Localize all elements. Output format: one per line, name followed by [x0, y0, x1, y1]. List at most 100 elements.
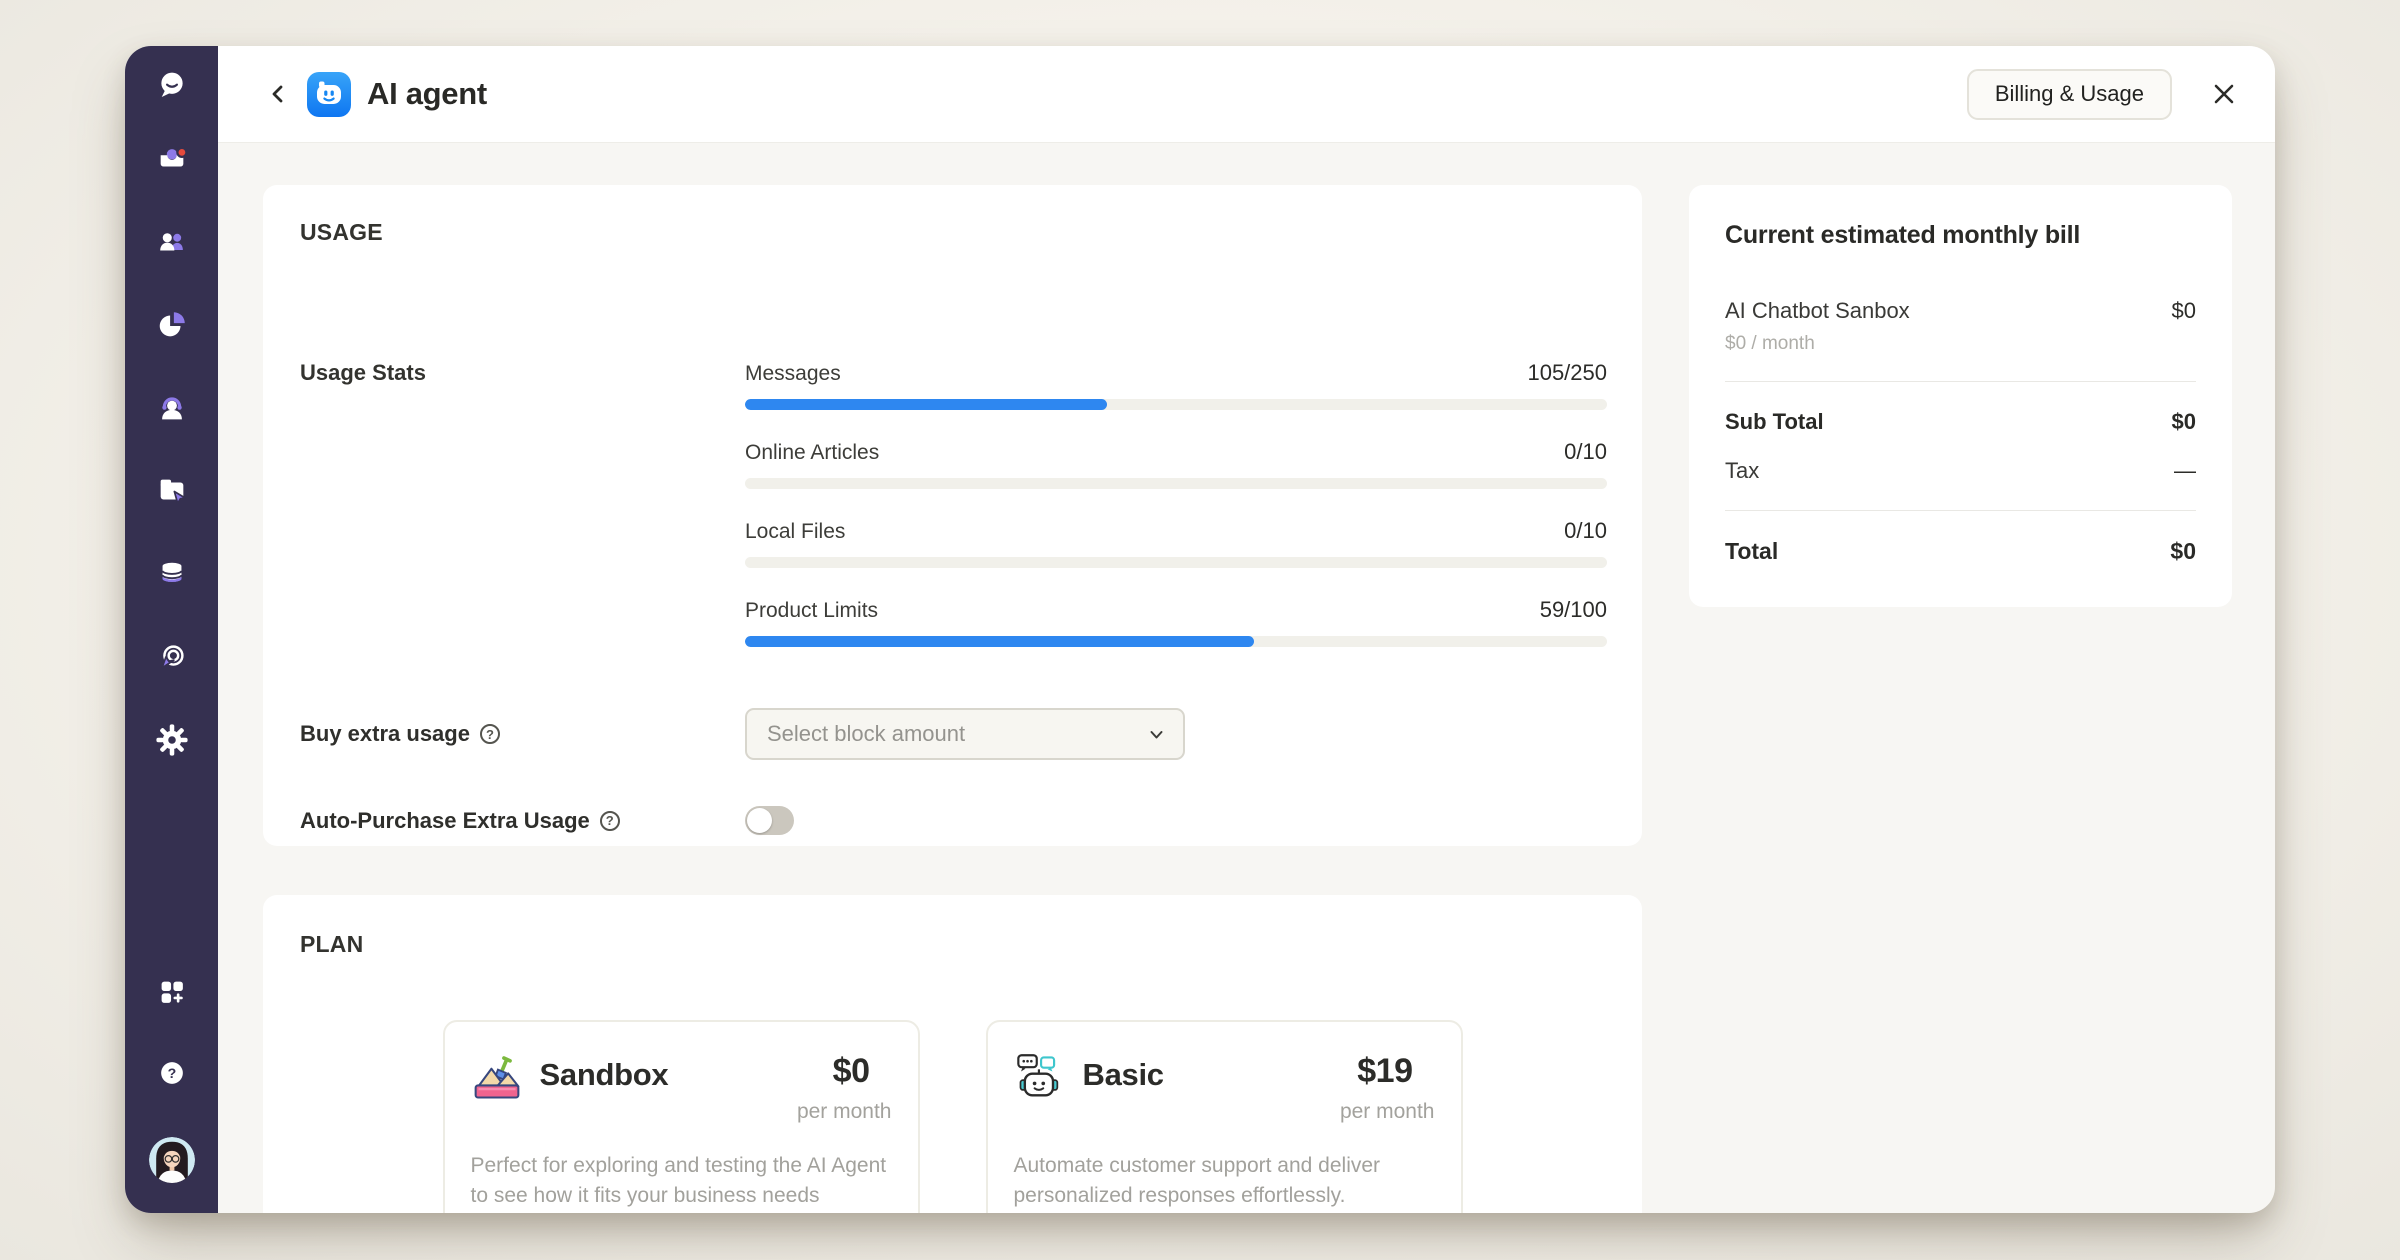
bill-title: Current estimated monthly bill [1725, 221, 2081, 249]
apps-grid-icon [161, 981, 183, 1003]
sidebar-item-reports[interactable] [155, 308, 189, 342]
sidebar-item-inbox[interactable] [155, 142, 189, 176]
auto-purchase-row: Auto-Purchase Extra Usage ? [300, 806, 1607, 835]
stat-label: Local Files [745, 520, 846, 543]
subtotal-amount: $0 [2171, 409, 2196, 434]
sidebar-item-contacts[interactable] [155, 225, 189, 259]
stat-label: Online Articles [745, 441, 880, 464]
help-icon: ? [160, 1062, 183, 1084]
back-button[interactable] [263, 79, 293, 109]
bill-item-amount: $0 [2171, 298, 2196, 323]
plan-section-title: PLAN [300, 931, 364, 957]
app-window: ? [125, 46, 2275, 1213]
plan-period: per month [796, 1100, 892, 1123]
usage-stats-label: Usage Stats [300, 360, 426, 385]
close-icon [2214, 84, 2234, 104]
sidebar-nav [155, 142, 189, 757]
plan-name: Basic [1082, 1057, 1165, 1092]
sidebar-item-settings[interactable] [155, 723, 189, 757]
stat-row-messages: Messages 105/250 [745, 360, 1607, 410]
help-glyph: ? [167, 1066, 176, 1082]
sidebar-item-data[interactable] [155, 557, 189, 591]
usage-stats-list: Messages 105/250 Online Articles [745, 360, 1607, 676]
sidebar-item-help[interactable]: ? [155, 1056, 189, 1090]
total-amount: $0 [2170, 538, 2196, 564]
buy-extra-usage-label-group: Buy extra usage ? [300, 721, 745, 747]
sidebar-bottom: ? [148, 975, 195, 1183]
plan-tile-sandbox[interactable]: Sandbox $0 per month Perfect for explori… [442, 1020, 920, 1213]
user-avatar[interactable] [148, 1137, 195, 1183]
page-header: AI agent Billing & Usage [218, 46, 2275, 143]
buy-extra-usage-row: Buy extra usage ? Select block amount [300, 708, 1607, 760]
left-column: USAGE Usage Stats Messages 105/250 [263, 185, 1642, 1213]
online-articles-progress-bar [745, 478, 1607, 489]
sidebar: ? [125, 46, 218, 1213]
help-tooltip-icon[interactable]: ? [479, 724, 500, 744]
total-label: Total [1725, 538, 1779, 564]
sidebar-item-agents[interactable] [155, 391, 189, 425]
auto-purchase-toggle[interactable] [745, 806, 794, 835]
plan-card: PLAN [263, 895, 1642, 1213]
toggle-knob [747, 808, 772, 833]
bill-line-item: AI Chatbot Sanbox $0 $0 / month [1725, 298, 2196, 355]
total-row: Total $0 [1725, 538, 2196, 565]
robot-chat-icon [1016, 1054, 1058, 1097]
contacts-icon [159, 233, 183, 251]
sidebar-item-apps[interactable] [155, 975, 189, 1009]
plans-row: Sandbox $0 per month Perfect for explori… [300, 1020, 1605, 1213]
auto-purchase-label-group: Auto-Purchase Extra Usage ? [300, 808, 745, 834]
bill-item-name: AI Chatbot Sanbox [1725, 298, 1910, 323]
usage-card: USAGE Usage Stats Messages 105/250 [263, 185, 1642, 846]
close-button[interactable] [2198, 68, 2250, 120]
tax-row: Tax — [1725, 458, 2196, 484]
plan-period: per month [1339, 1100, 1435, 1123]
sandbox-icon [474, 1056, 519, 1099]
tax-amount: — [2174, 458, 2196, 483]
avatar-image [148, 1137, 195, 1183]
estimated-bill-card: Current estimated monthly bill AI Chatbo… [1689, 185, 2232, 607]
local-files-progress-bar [745, 557, 1607, 568]
help-tooltip-icon[interactable]: ? [599, 810, 620, 831]
stat-row-online-articles: Online Articles 0/10 [745, 439, 1607, 489]
divider [1725, 381, 2196, 382]
stat-value: 59/100 [1539, 597, 1607, 622]
block-amount-select[interactable]: Select block amount [745, 708, 1185, 760]
stat-row-product-limits: Product Limits 59/100 [745, 597, 1607, 647]
plan-tile-basic[interactable]: Basic $19 per month Automate customer su… [985, 1020, 1463, 1213]
plan-price: $0 [832, 1052, 870, 1090]
auto-purchase-label: Auto-Purchase Extra Usage [300, 807, 590, 833]
database-icon [161, 562, 182, 582]
bill-item-sub: $0 / month [1725, 333, 1815, 354]
ai-agent-app-icon [307, 71, 351, 117]
plan-name: Sandbox [539, 1057, 669, 1092]
inbox-icon [160, 146, 188, 167]
divider [1725, 510, 2196, 511]
select-placeholder: Select block amount [767, 721, 966, 746]
window-cursor-icon [160, 479, 186, 505]
automation-icon [160, 645, 184, 669]
headset-person-icon [161, 397, 182, 420]
sidebar-item-automation[interactable] [155, 640, 189, 674]
chevron-left-icon [272, 85, 283, 103]
gear-icon [155, 724, 188, 756]
billing-usage-button[interactable]: Billing & Usage [1966, 68, 2172, 120]
stat-value: 0/10 [1564, 518, 1607, 543]
stat-label: Messages [745, 362, 841, 385]
page-title: AI agent [367, 76, 487, 111]
plan-price: $19 [1357, 1052, 1413, 1090]
stat-label: Product Limits [745, 599, 879, 622]
pie-chart-icon [159, 312, 185, 337]
content-area: USAGE Usage Stats Messages 105/250 [218, 143, 2275, 1213]
tax-label: Tax [1725, 458, 1760, 483]
product-limits-progress-bar [745, 636, 1607, 647]
subtotal-row: Sub Total $0 [1725, 409, 2196, 435]
subtotal-label: Sub Total [1725, 409, 1824, 434]
chat-logo-icon[interactable] [155, 68, 189, 102]
main-area: AI agent Billing & Usage USAGE Usage Sta… [218, 46, 2275, 1213]
plan-description: Automate customer support and deliver pe… [1013, 1154, 1381, 1208]
messages-progress-bar [745, 399, 1607, 410]
chevron-down-icon [1150, 730, 1163, 738]
sidebar-item-campaigns[interactable] [155, 474, 189, 508]
stat-value: 0/10 [1564, 439, 1607, 464]
stat-value: 105/250 [1527, 360, 1607, 385]
